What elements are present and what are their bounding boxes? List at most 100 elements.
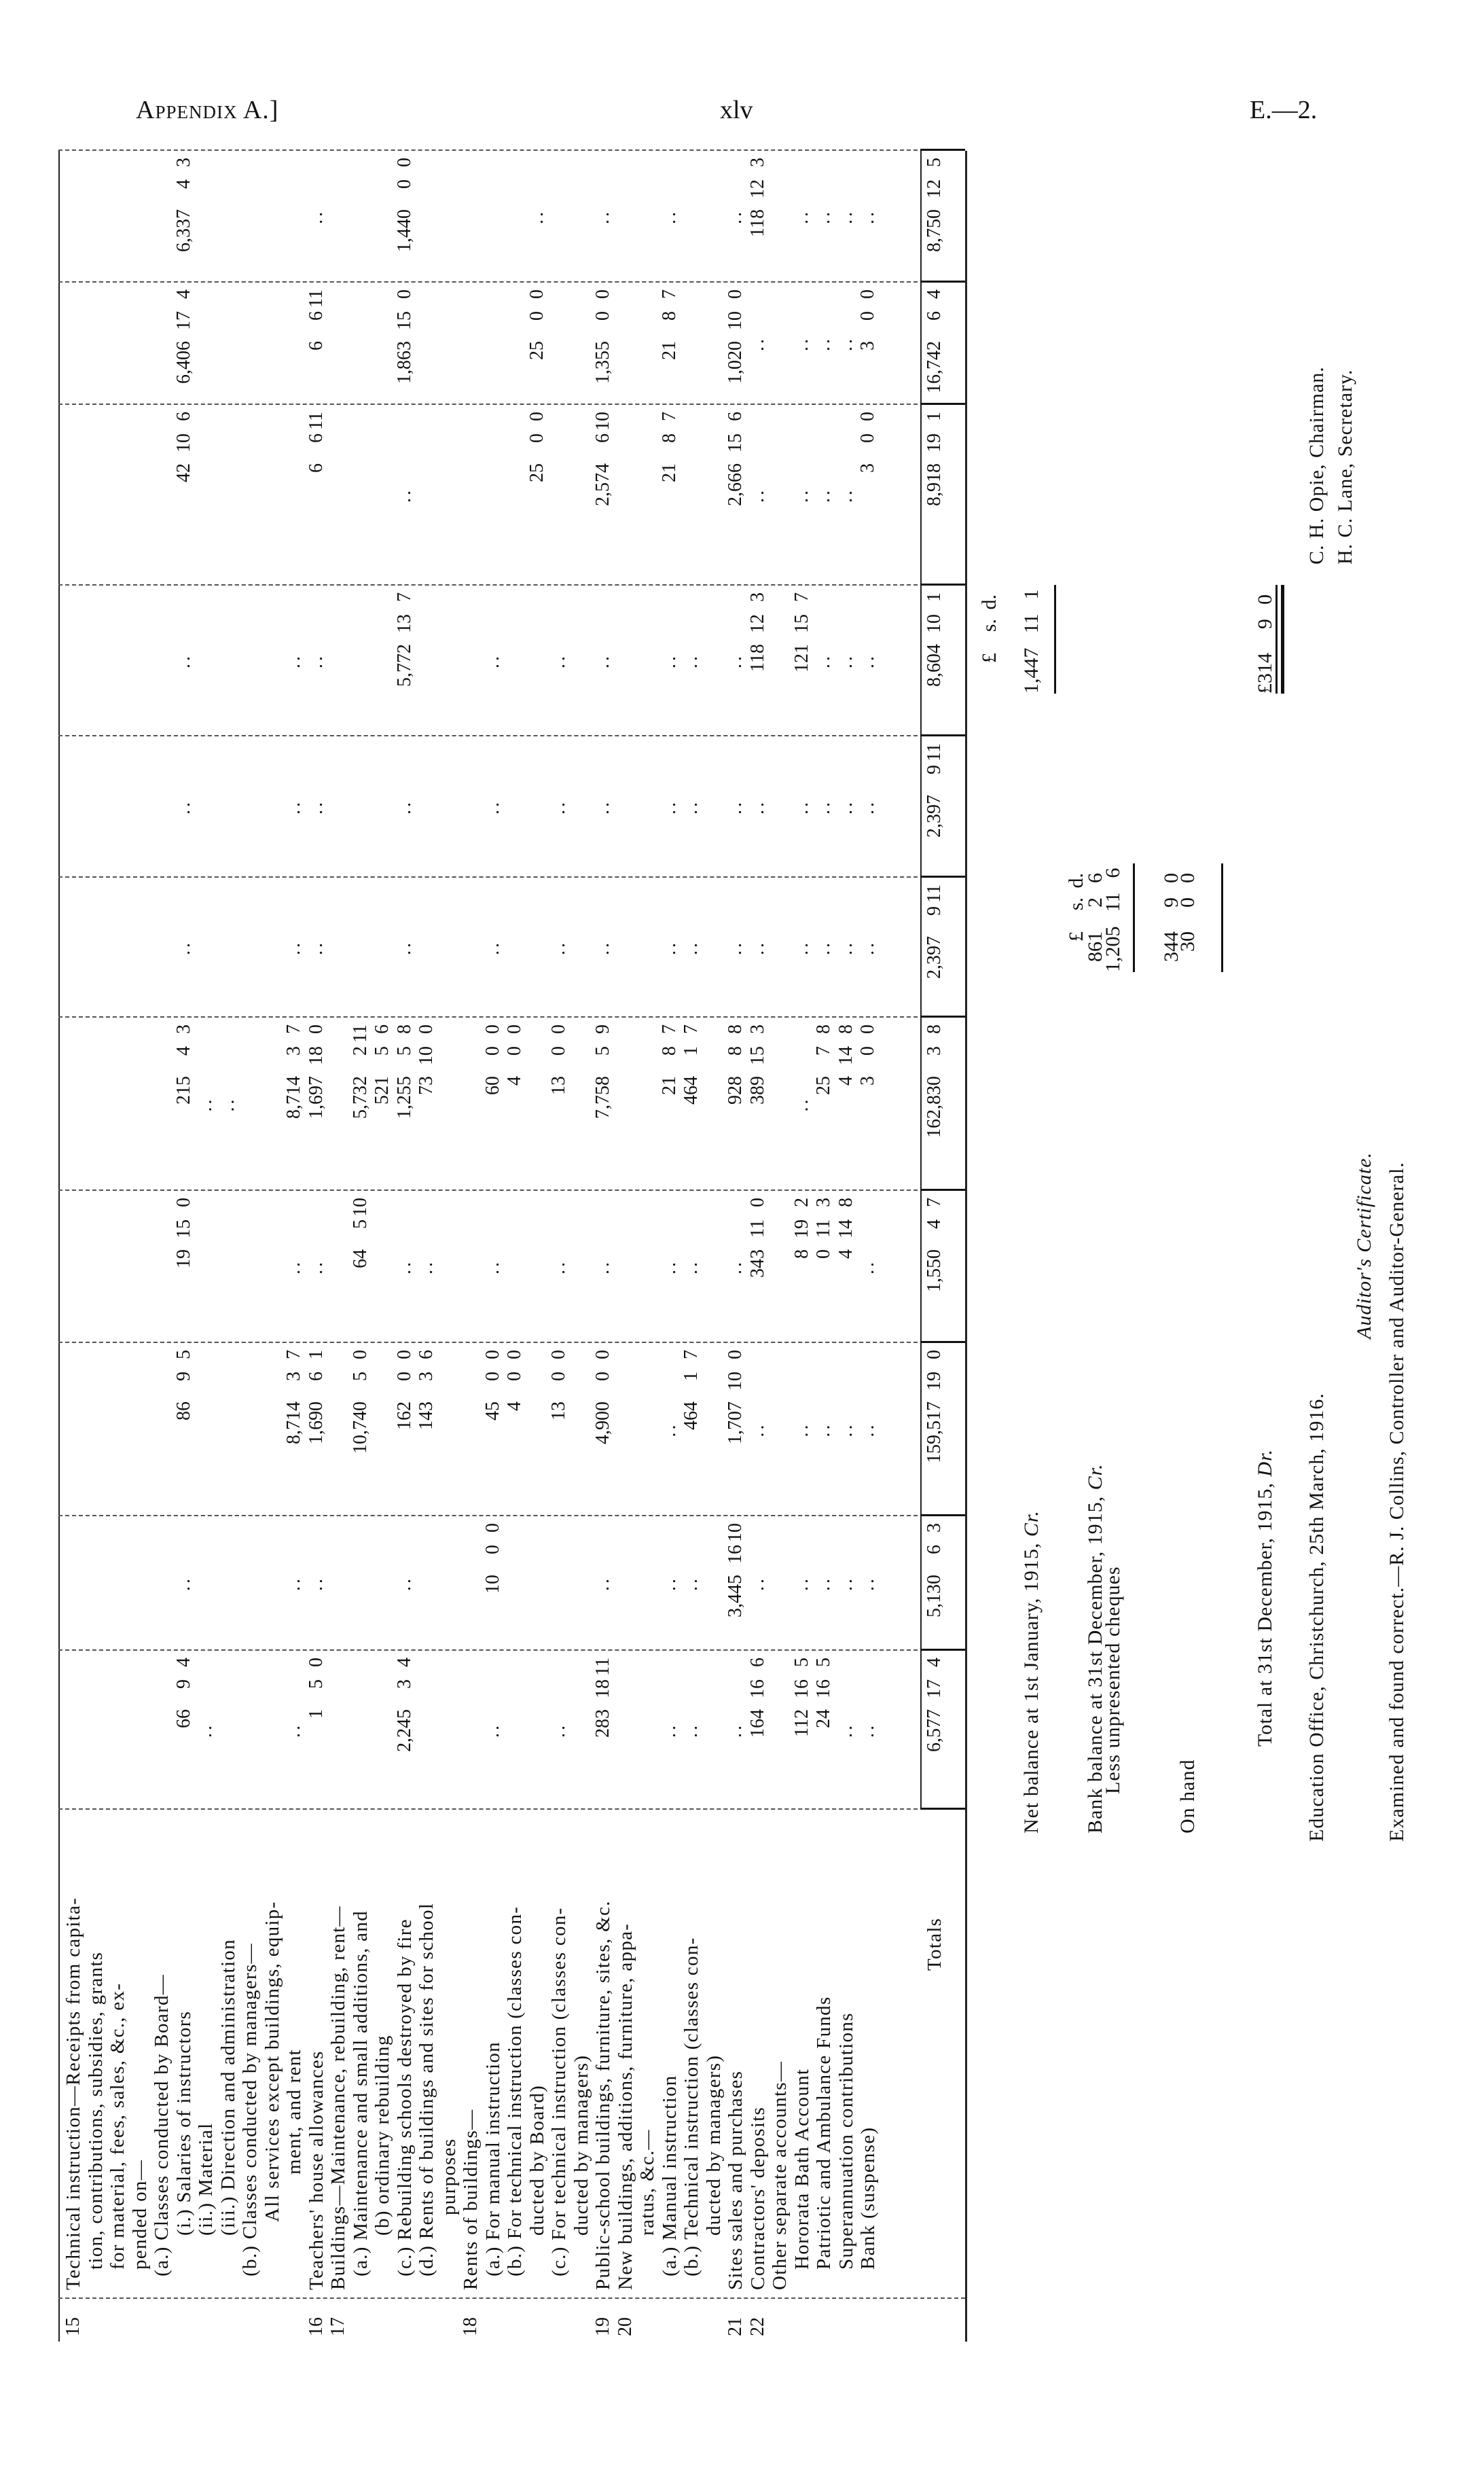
pence: 9	[592, 1024, 613, 1034]
document-code: E.—2.	[1250, 96, 1318, 124]
amount-cell: 42 10 6	[173, 405, 196, 586]
amount-cell: ..	[283, 736, 306, 878]
empty-marker: ..	[416, 1259, 437, 1274]
pence: 7	[658, 289, 680, 299]
pounds: 8,714	[283, 1076, 304, 1119]
pounds: 10,740	[349, 1401, 371, 1454]
amount-cell: 2,397 9 11	[924, 736, 946, 878]
shillings: 11	[813, 1219, 834, 1238]
amount-cell: 66 9 4	[173, 1651, 196, 1810]
certificate-text: Examined and found correct.—R. J. Collin…	[1386, 1162, 1408, 1842]
amount-cell: ..	[747, 736, 770, 878]
amount-cell: ..	[725, 151, 747, 283]
empty-marker: ..	[725, 1259, 746, 1274]
amount-cell: ..	[659, 586, 681, 736]
empty-marker: ..	[195, 1723, 216, 1738]
shillings: 0	[526, 311, 547, 321]
shillings: 15	[725, 433, 746, 452]
shillings: 10	[416, 1046, 437, 1065]
empty-marker: ..	[725, 940, 746, 955]
pence: 0	[526, 289, 547, 299]
amount-cell: ..	[306, 736, 328, 878]
table-row: All services except buildings, equip-	[261, 0, 284, 2487]
empty-marker: ..	[283, 1259, 304, 1274]
amount-cell: ..	[835, 1516, 858, 1651]
shillings: 8	[725, 1046, 746, 1056]
amount-cell: 143 3 6	[416, 1343, 438, 1516]
amount: 1,707 10 0	[725, 1350, 747, 1444]
amount-cell: 121 15 7	[791, 586, 814, 736]
empty-marker: ..	[548, 940, 569, 955]
empty-marker: ..	[283, 1723, 304, 1738]
shillings: 2	[349, 1046, 371, 1056]
pounds: 3	[857, 463, 878, 473]
empty-marker: ..	[548, 1259, 569, 1274]
amount: 21 8 7	[659, 412, 681, 482]
amount: 143 3 6	[416, 1350, 438, 1430]
amount: 8,714 3 7	[283, 1350, 306, 1444]
amount: 8,604 10 1	[924, 592, 946, 687]
amount-cell: ..	[482, 586, 505, 736]
amount-cell: 2,666 15 6	[725, 405, 747, 586]
currency-header-right: £ s. d.	[978, 594, 1000, 663]
empty-marker: ..	[857, 1576, 878, 1591]
table-row: (a.) Manual instruction........ 21 8 7.....…	[659, 0, 681, 2487]
amount: 2,666 15 6	[725, 412, 747, 506]
amount: 2,397 9 11	[924, 884, 946, 979]
pounds: 4,900	[592, 1401, 613, 1444]
amount: 1,690 6 1	[306, 1350, 328, 1444]
pounds: 6,337	[173, 209, 194, 252]
amount-cell: 25 7 8	[813, 1018, 835, 1191]
table-row: (a.) Maintenance and small additions, an…	[350, 0, 372, 2487]
amount: 118 12 3	[747, 158, 770, 237]
amount-cell: 3 0 0	[857, 1018, 880, 1191]
pence: 0	[305, 1024, 327, 1034]
amount-cell: 5,130 6 3	[924, 1516, 946, 1651]
row-number: 22	[746, 2317, 768, 2336]
pence: 7	[658, 412, 680, 421]
pence: 11	[305, 412, 327, 430]
amount-cell: 10 0 0	[482, 1516, 505, 1651]
pence: 7	[681, 1350, 702, 1359]
table-row: (c.) For technical instruction (classes …	[548, 0, 571, 2487]
pounds: 16,742	[923, 341, 945, 393]
shillings: 15	[791, 614, 812, 633]
pounds: 21	[658, 463, 680, 482]
amount: 64 5 10	[350, 1198, 372, 1268]
table-row: (a.) Classes conducted by Board—	[151, 0, 173, 2487]
amount-cell: 1,863 15 0	[394, 283, 416, 405]
amount-cell: ..	[283, 878, 306, 1018]
row-label: (i.) Salaries of instructors	[173, 2010, 195, 2236]
pounds: 24	[813, 1709, 834, 1728]
shillings: 12	[923, 179, 945, 198]
pence: 5	[813, 1658, 834, 1667]
amount-cell: 1,550 4 7	[924, 1191, 946, 1343]
amount-cell: 8,918 19 1	[924, 405, 946, 586]
amount: 1,355 0 0	[592, 289, 615, 384]
amount-cell: 10,740 5 0	[350, 1343, 372, 1516]
shillings: 3	[416, 1372, 437, 1381]
row-label: (iii.) Direction and administration	[217, 1939, 239, 2236]
shillings: 3	[283, 1372, 304, 1381]
pence: 0	[592, 289, 613, 299]
amount-cell: ..	[283, 1191, 306, 1343]
row-label: (c.) Rebuilding schools destroyed by fir…	[393, 1918, 416, 2276]
empty-marker: ..	[305, 1576, 327, 1591]
amount-cell: ..	[394, 736, 416, 878]
amount-cell: ..	[835, 1343, 858, 1516]
pence: 0	[393, 289, 415, 299]
pence: 11	[923, 884, 945, 903]
amount-cell: ..	[548, 1651, 571, 1810]
amount-cell: ..	[283, 1651, 306, 1810]
amount-cell: ..	[195, 1018, 217, 1191]
empty-marker: ..	[482, 1723, 503, 1738]
amount-cell: ..	[681, 736, 703, 878]
amount-cell: 283 18 11	[592, 1651, 615, 1810]
pounds: 164	[746, 1709, 768, 1738]
amount-cell: ..	[791, 1516, 814, 1651]
empty-marker: ..	[305, 940, 327, 955]
amount-cell: ..	[835, 405, 858, 586]
pounds: 3,445	[725, 1575, 746, 1617]
pence: 1	[305, 1350, 327, 1359]
amount-cell: ..	[791, 878, 814, 1018]
